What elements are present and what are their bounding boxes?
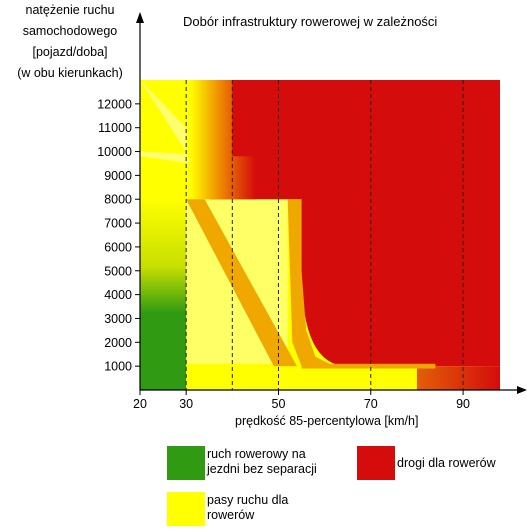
legend-item-yellow: pasy ruchu dla rowerów [167,492,288,526]
legend-label-yellow-line1: pasy ruchu dla [207,493,289,507]
y-tick-label-6000: 6000 [104,240,132,254]
legend-item-green: ruch rowerowy na jezdni bez separacji [167,446,317,480]
x-tick-label-90: 90 [456,397,470,411]
y-tick-label-1000: 1000 [104,360,132,374]
zone-orange-edge [287,199,334,367]
y-axis-label-line-4: (w obu kierunkach) [17,66,123,80]
x-tick-label-70: 70 [364,397,378,411]
zone-wedge-top [140,80,187,152]
y-axis-label: natężenie ruchu samochodowego [pojazd/doba… [17,3,123,80]
y-axis-arrow [136,12,144,23]
y-tick-label-10000: 10000 [97,145,132,159]
legend-item-red: drogi dla rowerów [357,446,496,480]
zone-orange-diagonal [186,199,297,367]
y-tick-label-2000: 2000 [104,336,132,350]
x-tick-label-20: 20 [133,397,147,411]
x-tick-label-50: 50 [272,397,286,411]
y-tick-label-9000: 9000 [104,169,132,183]
plot-area [140,80,500,390]
y-tick-label-8000: 8000 [104,193,132,207]
zone-orange-strip [301,363,436,369]
x-axis-arrow [517,386,527,394]
axes: 1000 2000 3000 4000 5000 6000 7000 8000 9000 1000… [97,12,527,411]
legend-label-green-line1: ruch rowerowy na [207,447,306,461]
y-tick-label-5000: 5000 [104,264,132,278]
chart: 1000 2000 3000 4000 5000 6000 7000 8000 9000 1000… [17,3,527,428]
legend-swatch-green [167,446,205,480]
y-tick-label-4000: 4000 [104,288,132,302]
y-tick-label-12000: 12000 [97,97,132,111]
zone-red-top-fill [232,80,307,157]
zone-green [140,199,187,390]
chart-title: Dobór infrastruktury rowerowej w zależno… [183,14,437,29]
x-tick-label-30: 30 [179,397,193,411]
y-axis-label-line-3: [pojazd/doba] [32,45,107,59]
legend-label-yellow-line2: rowerów [207,508,255,522]
y-tick-label-3000: 3000 [104,312,132,326]
legend-label-red: drogi dla rowerów [397,456,496,470]
y-axis-label-line-1: natężenie ruchu [26,3,115,17]
legend-swatch-yellow [167,492,205,526]
y-axis-label-line-2: samochodowego [23,24,118,38]
y-tick-label-11000: 11000 [98,121,132,135]
zone-yellow-bottom-solid [186,366,417,390]
y-tick-label-7000: 7000 [104,217,132,231]
zone-wedge-mid [140,151,191,164]
x-axis-label: prędkość 85-percentylowa [km/h] [235,414,418,428]
legend-swatch-red [357,446,395,480]
legend-label-green-line2: jezdni bez separacji [207,462,317,476]
